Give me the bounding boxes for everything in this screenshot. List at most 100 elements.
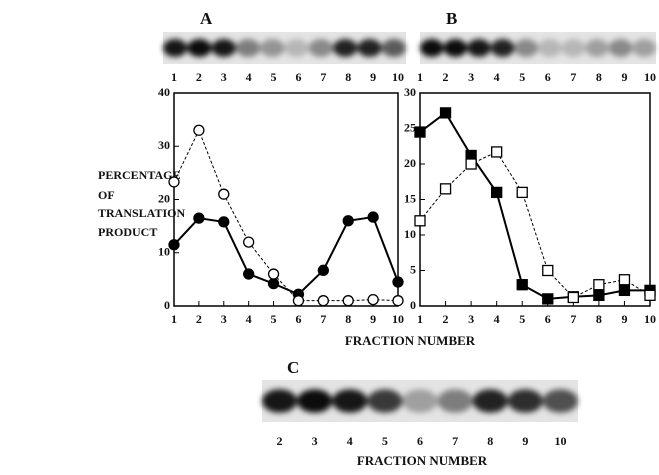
gel-band bbox=[491, 39, 515, 57]
gel-band bbox=[163, 39, 187, 57]
point bbox=[343, 216, 353, 226]
x-tick-label: 2 bbox=[196, 312, 202, 326]
lane-label: 4 bbox=[347, 434, 353, 448]
y-tick-label: 10 bbox=[404, 227, 416, 241]
gel-band bbox=[562, 39, 586, 57]
y-tick-label: 20 bbox=[404, 156, 416, 170]
series-line bbox=[174, 217, 398, 294]
x-axis-label: FRACTION NUMBER bbox=[345, 333, 476, 348]
lane-label: 8 bbox=[345, 70, 351, 84]
x-tick-label: 10 bbox=[644, 312, 656, 326]
gel-band bbox=[402, 389, 437, 413]
lane-label: 10 bbox=[644, 70, 656, 84]
figure: PERCENTAGE OF TRANSLATION PRODUCT FRACTI… bbox=[0, 0, 659, 475]
point bbox=[194, 125, 204, 135]
gel-band bbox=[467, 39, 491, 57]
gel-band bbox=[187, 39, 211, 57]
x-tick-label: 9 bbox=[370, 312, 376, 326]
lane-label: 8 bbox=[596, 70, 602, 84]
x-tick-label: 10 bbox=[392, 312, 404, 326]
x-tick-label: 8 bbox=[596, 312, 602, 326]
lane-label: 9 bbox=[370, 70, 376, 84]
x-tick-label: 9 bbox=[621, 312, 627, 326]
lane-label: 3 bbox=[221, 70, 227, 84]
point bbox=[393, 296, 403, 306]
point bbox=[194, 213, 204, 223]
point bbox=[619, 275, 629, 285]
point bbox=[244, 269, 254, 279]
point bbox=[594, 280, 604, 290]
lane-label: 4 bbox=[494, 70, 500, 84]
gel-band bbox=[609, 39, 633, 57]
y-tick-label: 20 bbox=[158, 191, 170, 205]
x-tick-label: 3 bbox=[221, 312, 227, 326]
lane-label: 2 bbox=[277, 434, 283, 448]
x-tick-label: 3 bbox=[468, 312, 474, 326]
point bbox=[441, 184, 451, 194]
point bbox=[415, 127, 425, 137]
point bbox=[568, 292, 578, 302]
point bbox=[543, 294, 553, 304]
point bbox=[517, 187, 527, 197]
point bbox=[594, 290, 604, 300]
point bbox=[269, 269, 279, 279]
x-tick-label: 2 bbox=[443, 312, 449, 326]
lane-label: 2 bbox=[196, 70, 202, 84]
y-tick-label: 30 bbox=[158, 138, 170, 152]
plot-frame bbox=[420, 93, 650, 306]
lane-label: 5 bbox=[519, 70, 525, 84]
gel-band bbox=[438, 389, 473, 413]
y-label-line: PERCENTAGE bbox=[98, 168, 180, 182]
x-tick-label: 8 bbox=[345, 312, 351, 326]
page: {"chart_data": [ {"type": "line", "panel… bbox=[0, 0, 659, 475]
point bbox=[645, 290, 655, 300]
y-tick-label: 5 bbox=[410, 262, 416, 276]
point bbox=[169, 240, 179, 250]
gel-band bbox=[508, 389, 543, 413]
gel-band bbox=[297, 389, 332, 413]
point bbox=[219, 217, 229, 227]
gel-band bbox=[585, 39, 609, 57]
lane-label: 6 bbox=[295, 70, 301, 84]
y-tick-label: 0 bbox=[164, 298, 170, 312]
y-label-line: OF bbox=[98, 188, 115, 202]
gel-band bbox=[309, 39, 333, 57]
lane-label: 8 bbox=[487, 434, 493, 448]
lane-label: 10 bbox=[554, 434, 566, 448]
point bbox=[343, 296, 353, 306]
gel-band bbox=[262, 389, 297, 413]
series-line bbox=[174, 130, 398, 300]
point bbox=[619, 285, 629, 295]
lane-label: 6 bbox=[417, 434, 423, 448]
gel-band bbox=[367, 389, 402, 413]
gel-band bbox=[357, 39, 381, 57]
x-tick-label: 5 bbox=[519, 312, 525, 326]
point bbox=[393, 277, 403, 287]
gel-band bbox=[473, 389, 508, 413]
lane-label: 7 bbox=[452, 434, 458, 448]
lane-label: 9 bbox=[522, 434, 528, 448]
y-label-line: PRODUCT bbox=[98, 225, 157, 239]
x-tick-label: 5 bbox=[271, 312, 277, 326]
panel-label: A bbox=[200, 9, 213, 28]
x-tick-label: 4 bbox=[494, 312, 500, 326]
point bbox=[368, 212, 378, 222]
point bbox=[269, 279, 279, 289]
point bbox=[466, 159, 476, 169]
gel-band bbox=[538, 39, 562, 57]
y-tick-label: 25 bbox=[404, 120, 416, 134]
point bbox=[368, 295, 378, 305]
gel-band bbox=[285, 39, 309, 57]
point bbox=[318, 265, 328, 275]
x-tick-label: 1 bbox=[417, 312, 423, 326]
gel-band bbox=[236, 39, 260, 57]
lane-label: 1 bbox=[171, 70, 177, 84]
point bbox=[543, 266, 553, 276]
lane-label: 7 bbox=[570, 70, 576, 84]
y-tick-label: 15 bbox=[404, 191, 416, 205]
gel-band bbox=[332, 389, 367, 413]
y-tick-label: 30 bbox=[404, 85, 416, 99]
point bbox=[318, 296, 328, 306]
x-tick-label: 4 bbox=[246, 312, 252, 326]
point bbox=[293, 296, 303, 306]
